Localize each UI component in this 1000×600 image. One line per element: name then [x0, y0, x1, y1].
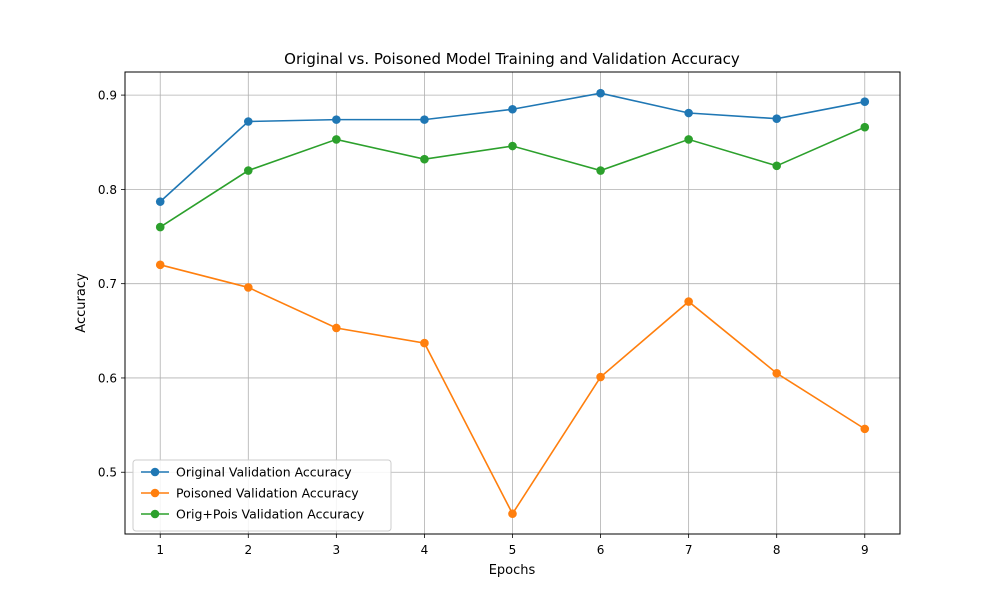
data-point [508, 141, 517, 151]
x-tick-label: 6 [597, 543, 605, 557]
x-axis-label: Epochs [489, 563, 536, 578]
legend-marker [150, 488, 160, 498]
legend-item: Original Validation Accuracy [141, 465, 352, 480]
data-point [596, 166, 605, 175]
y-tick-label: 0.9 [98, 89, 117, 103]
legend-marker [150, 509, 160, 519]
legend-box [132, 459, 392, 532]
data-point [772, 161, 782, 171]
legend-label: Poisoned Validation Accuracy [176, 486, 359, 501]
series-2 [155, 260, 870, 519]
data-point [332, 135, 341, 144]
x-tick-label: 1 [156, 543, 164, 557]
x-tick-label: 4 [421, 543, 429, 557]
data-point [420, 338, 429, 348]
data-point [332, 323, 341, 333]
data-point [860, 97, 870, 106]
data-point [508, 509, 517, 519]
data-point [332, 115, 341, 124]
series-1 [155, 88, 870, 206]
data-point [772, 368, 782, 378]
data-point [420, 115, 429, 124]
legend-item: Poisoned Validation Accuracy [141, 486, 359, 501]
data-point [860, 424, 870, 434]
data-point [243, 117, 253, 126]
legend-label: Orig+Pois Validation Accuracy [176, 507, 365, 522]
x-tick-label: 9 [861, 543, 869, 557]
legend-marker [150, 467, 160, 477]
data-point [155, 197, 165, 206]
data-point [596, 372, 605, 382]
data-point [860, 122, 870, 132]
data-point [508, 104, 517, 114]
data-point [155, 260, 165, 270]
data-point [684, 108, 693, 118]
data-point [243, 166, 253, 175]
series-layer [155, 88, 870, 519]
y-tick-label: 0.6 [98, 371, 117, 385]
ticks: 1 2 3 4 5 6 7 8 9 0.5 0.6 0.7 0.8 0.9 [98, 89, 869, 557]
series-3 [155, 122, 870, 232]
data-point [772, 114, 782, 123]
x-tick-label: 3 [333, 543, 341, 557]
legend: Original Validation Accuracy Poisoned Val… [132, 459, 392, 532]
data-point [596, 88, 605, 98]
x-tick-label: 7 [685, 543, 693, 557]
y-tick-label: 0.5 [98, 466, 117, 480]
legend-item: Orig+Pois Validation Accuracy [141, 507, 365, 522]
y-tick-label: 0.8 [98, 183, 117, 197]
data-point [155, 222, 165, 232]
grid [125, 72, 900, 534]
legend-label: Original Validation Accuracy [176, 465, 352, 480]
data-point [684, 135, 693, 144]
y-axis-label: Accuracy [74, 273, 89, 333]
x-tick-label: 2 [244, 543, 252, 557]
x-tick-label: 8 [773, 543, 781, 557]
data-point [243, 283, 253, 292]
data-point [420, 154, 429, 164]
y-tick-label: 0.7 [98, 277, 117, 291]
x-tick-label: 5 [509, 543, 517, 557]
data-point [684, 297, 693, 306]
chart-title: Original vs. Poisoned Model Training and… [284, 50, 740, 68]
